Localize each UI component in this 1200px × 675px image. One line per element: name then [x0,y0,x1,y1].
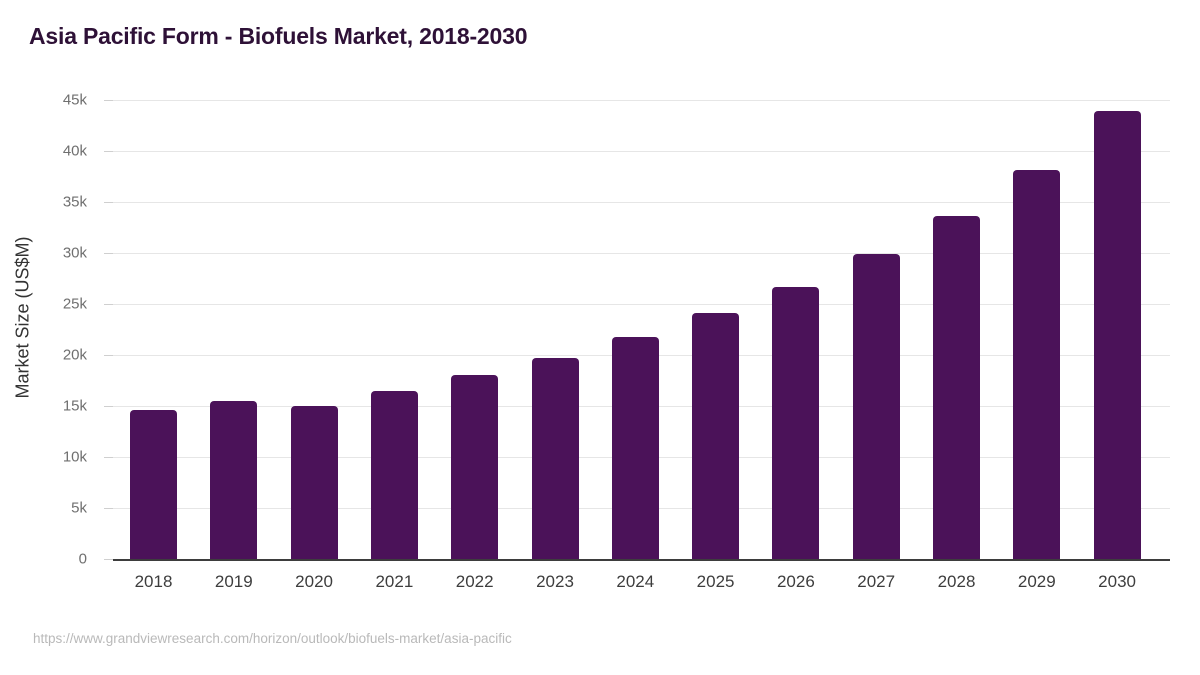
gridline [113,304,1170,305]
y-axis-tick-label: 15k [62,397,87,415]
bar-2029[interactable] [1013,170,1061,559]
plot-area [113,100,1170,559]
bar-2022[interactable] [451,375,499,559]
x-axis-line [113,559,1170,561]
y-axis-tick-mark [104,457,113,458]
x-axis-tick-label: 2018 [134,572,173,591]
x-axis-tick-label: 2022 [455,572,494,591]
gridline [113,202,1170,203]
x-axis-tick-label: 2025 [696,572,735,591]
x-axis-tick-label: 2027 [857,572,896,591]
bar-2019[interactable] [210,400,258,559]
y-axis-tick-mark [104,559,113,560]
bar-2026[interactable] [772,286,820,559]
source-url[interactable]: https://www.grandviewresearch.com/horizo… [33,631,512,646]
x-axis-tick-label: 2030 [1098,572,1136,591]
y-axis-tick-mark [104,406,113,407]
y-axis-tick-label: 30k [62,244,87,262]
x-axis-tick-label: 2029 [1017,572,1056,591]
x-axis-tick-label: 2021 [375,572,414,591]
y-axis-tick-label: 40k [62,142,87,160]
bar-2020[interactable] [290,406,338,559]
bar-2025[interactable] [692,313,740,559]
bar-2027[interactable] [852,254,900,559]
y-axis-tick-mark [104,253,113,254]
x-axis-tick-label: 2024 [616,572,655,591]
x-axis-tick-label: 2026 [776,572,815,591]
y-axis-tick-mark [104,151,113,152]
gridline [113,253,1170,254]
y-axis-tick-mark [104,202,113,203]
y-axis-tick-label: 5k [71,499,87,517]
y-axis-tick-mark [104,100,113,101]
page-title: Asia Pacific Form - Biofuels Market, 201… [29,23,528,49]
bar-2024[interactable] [611,336,659,559]
gridline [113,151,1170,152]
y-axis-tick-mark [104,508,113,509]
y-axis-tick-mark [104,355,113,356]
y-axis-tick-label: 0 [78,550,87,568]
y-axis-title: Market Size (US$M) [12,236,33,399]
y-axis-tick-label: 10k [62,448,87,466]
y-axis-tick-label: 35k [62,193,87,211]
y-axis-tick-mark [104,304,113,305]
y-axis-tick-label: 45k [62,91,87,109]
y-axis-tick-label: 20k [62,346,87,364]
bar-2021[interactable] [370,390,418,559]
gridline [113,100,1170,101]
x-axis-tick-label: 2023 [536,572,574,591]
y-axis-tick-label: 25k [62,295,87,313]
x-axis-tick-label: 2028 [937,572,976,591]
bar-2028[interactable] [933,216,980,559]
bar-2018[interactable] [130,410,177,559]
bar-2030[interactable] [1093,111,1141,559]
x-axis-tick-label: 2019 [214,572,253,591]
bar-2023[interactable] [531,358,579,559]
x-axis-tick-label: 2020 [295,572,333,591]
